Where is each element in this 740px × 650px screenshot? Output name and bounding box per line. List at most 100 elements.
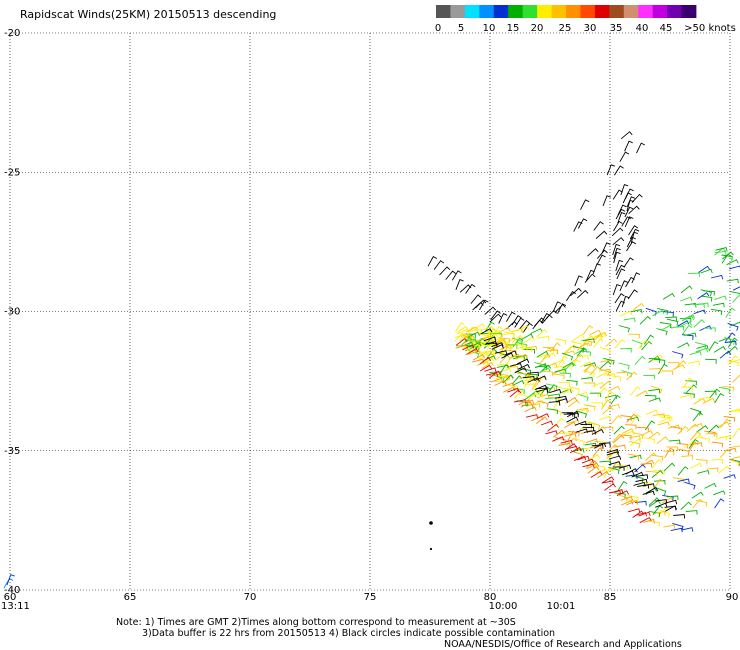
wind-barb: [537, 400, 549, 408]
wind-barb: [535, 416, 548, 424]
wind-barb: [705, 358, 717, 364]
wind-barb: [664, 505, 677, 511]
legend-swatch: [464, 5, 480, 18]
wind-barb: [506, 311, 516, 322]
wind-barb: [454, 333, 468, 339]
wind-barb: [683, 392, 695, 399]
wind-barb: [582, 463, 595, 469]
wind-barb: [626, 236, 637, 248]
wind-barb: [558, 355, 568, 366]
wind-barb: [642, 518, 656, 524]
wind-barb: [710, 274, 724, 280]
wind-barb: [606, 451, 620, 456]
wind-barb: [597, 470, 610, 479]
time-label: 13:11: [1, 601, 30, 612]
wind-barb: [577, 218, 588, 229]
wind-barb: [562, 350, 576, 355]
wind-barb: [631, 414, 641, 425]
wind-barb: [566, 416, 579, 423]
wind-barb: [559, 432, 571, 437]
wind-barb: [616, 268, 626, 280]
wind-barb: [524, 406, 537, 413]
wind-barb: [617, 212, 626, 224]
wind-barb: [456, 325, 469, 334]
wind-barb: [648, 357, 661, 364]
longitude-label: 80: [484, 592, 497, 603]
wind-barb: [492, 326, 503, 337]
wind-barb: [505, 337, 518, 345]
wind-barb: [718, 465, 730, 474]
wind-barb: [672, 326, 685, 331]
wind-barb: [455, 322, 465, 333]
wind-barb: [626, 416, 640, 422]
legend-swatch: [551, 5, 567, 18]
wind-barb: [619, 280, 629, 292]
wind-barb: [727, 337, 738, 348]
wind-barb: [723, 416, 736, 422]
wind-barb: [527, 390, 540, 398]
wind-barb: [634, 500, 647, 506]
wind-barb: [627, 495, 639, 502]
wind-barb: [522, 322, 533, 333]
wind-barb: [672, 351, 684, 359]
wind-barb: [732, 293, 740, 303]
wind-barb: [636, 474, 649, 479]
wind-barb: [466, 326, 477, 337]
wind-barb: [592, 447, 604, 457]
wind-barb: [509, 389, 522, 398]
legend-label: 15: [507, 23, 520, 34]
wind-barb: [626, 413, 638, 423]
wind-barb: [483, 355, 496, 362]
wind-barb: [658, 414, 671, 420]
wind-barb: [685, 380, 697, 386]
wind-barb: [560, 439, 573, 445]
wind-barb: [576, 347, 587, 357]
wind-barb: [731, 456, 740, 459]
legend-swatch: [566, 5, 581, 18]
wind-barb: [725, 307, 736, 318]
wind-barb: [566, 379, 578, 386]
wind-barb: [557, 303, 567, 314]
wind-barb: [576, 407, 589, 413]
wind-barb: [672, 522, 684, 531]
wind-barb: [612, 189, 623, 200]
wind-barb: [632, 510, 645, 518]
wind-barb: [561, 387, 574, 395]
wind-barb: [554, 303, 566, 313]
wind-barb: [626, 196, 636, 208]
wind-barb: [530, 328, 543, 335]
wind-barb: [468, 350, 481, 355]
wind-barb: [724, 340, 737, 346]
wind-barb: [603, 357, 615, 365]
wind-barb: [694, 341, 707, 349]
wind-barb: [587, 454, 600, 461]
wind-barb: [608, 455, 622, 460]
wind-barb: [709, 388, 721, 399]
wind-barb: [626, 199, 635, 212]
wind-barb: [659, 322, 672, 329]
wind-barb: [595, 230, 608, 239]
legend-label: 45: [660, 23, 673, 34]
wind-barb: [682, 334, 694, 340]
wind-barb: [651, 469, 664, 478]
wind-barb: [581, 458, 595, 464]
wind-barb: [681, 527, 694, 532]
wind-barb: [620, 496, 634, 501]
wind-speed-legend: 0 5 10 15 20 25 30 35 40 45 >50 knots: [435, 5, 736, 34]
wind-barb: [623, 257, 634, 268]
wind-barb: [604, 394, 618, 400]
wind-barb: [566, 290, 577, 301]
wind-barb: [563, 413, 576, 419]
map-title: Rapidscat Winds(25KM) 20150513 descendin…: [20, 8, 277, 21]
wind-barb: [662, 292, 675, 300]
wind-barb: [612, 243, 621, 256]
wind-barb: [685, 510, 698, 515]
wind-barb: [602, 406, 614, 415]
wind-barb: [521, 333, 534, 340]
wind-barb: [663, 462, 676, 472]
wind-barb: [579, 422, 592, 430]
wind-barb: [538, 367, 551, 374]
wind-barb: [511, 315, 522, 326]
wind-barb: [620, 131, 633, 140]
